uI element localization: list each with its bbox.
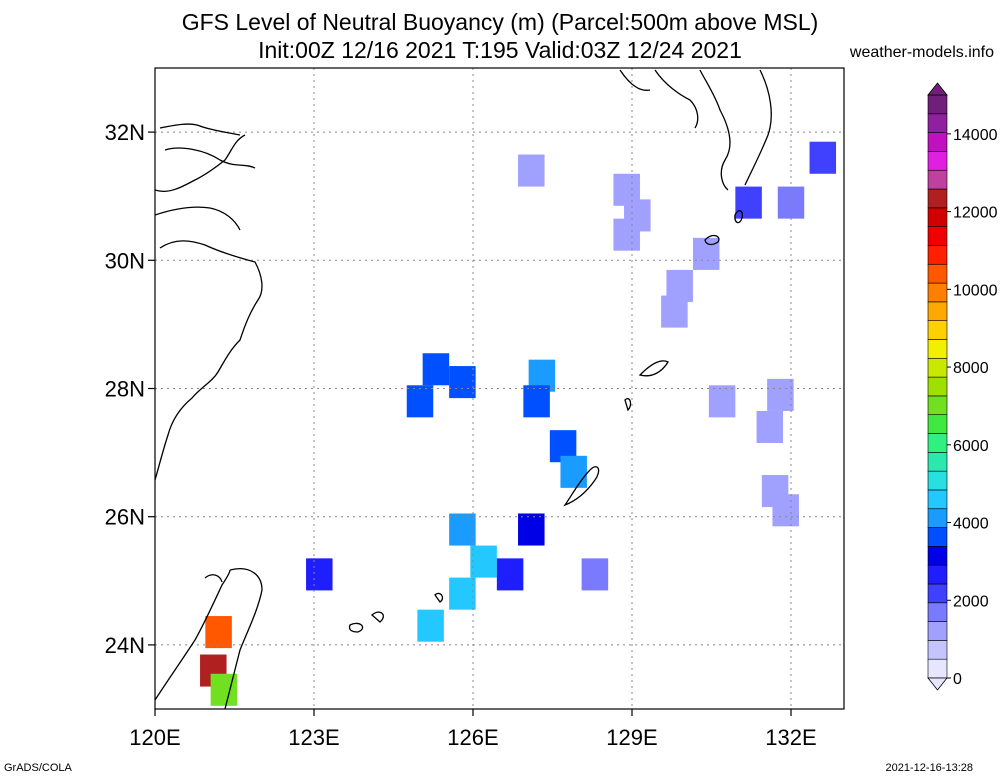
axes: 120E 123E 126E 129E 132E 32N 30N 28N 26N 24N: [105, 120, 817, 750]
lnb-cell: [518, 513, 545, 546]
colorbar-segment: [927, 245, 948, 265]
lnb-cell: [809, 141, 837, 174]
x-tick-label: 120E: [129, 725, 180, 750]
lnb-cell: [708, 385, 736, 418]
colorbar-label: 12000: [953, 205, 998, 222]
colorbar-segment: [927, 151, 948, 171]
y-tick-label: 28N: [105, 377, 145, 402]
lnb-cell: [470, 545, 497, 578]
colorbar-segment: [927, 207, 948, 227]
colorbar-segment: [927, 282, 948, 303]
colorbar-max-arrow: [927, 82, 948, 96]
colorbar-label: 6000: [953, 438, 989, 455]
colorbar-label: 10000: [953, 282, 998, 299]
gridlines: [154, 68, 844, 709]
colorbar-segment: [927, 640, 948, 660]
lnb-cell: [767, 378, 794, 411]
lnb-cell: [661, 295, 688, 328]
colorbar-segment: [927, 658, 948, 679]
colorbar-segment: [927, 395, 948, 416]
x-tick-label: 132E: [765, 725, 816, 750]
x-tick-label: 129E: [606, 725, 657, 750]
colorbar-label: 14000: [953, 127, 998, 144]
colorbar-segment: [927, 320, 948, 340]
x-tick-label: 126E: [447, 725, 498, 750]
colorbar-segment: [927, 452, 948, 472]
colorbar-label: 0: [953, 671, 962, 688]
colorbar: 0 2000 4000 6000 8000 10000 12000 14000: [927, 82, 998, 691]
footer-software: GrADS/COLA: [4, 762, 72, 774]
y-tick-label: 30N: [105, 248, 145, 273]
lnb-cell: [772, 494, 799, 527]
colorbar-segment: [927, 376, 948, 397]
colorbar-segment: [927, 339, 948, 359]
colorbar-min-arrow: [927, 677, 948, 691]
site-label: weather-models.info: [849, 44, 994, 61]
colorbar-segment: [927, 132, 948, 152]
colorbar-segment: [927, 470, 948, 491]
colorbar-segment: [927, 602, 948, 622]
lnb-cell: [417, 609, 444, 642]
lnb-cell: [613, 218, 640, 251]
lnb-cell: [205, 616, 232, 649]
colorbar-segment: [927, 621, 948, 641]
y-tick-label: 26N: [105, 505, 145, 530]
colorbar-segment: [927, 263, 948, 284]
lnb-cell: [449, 577, 476, 610]
colorbar-segment: [927, 433, 948, 453]
y-tick-label: 24N: [105, 633, 145, 658]
colorbar-segment: [927, 188, 948, 209]
y-tick-label: 32N: [105, 120, 145, 145]
colorbar-segment: [927, 508, 948, 528]
x-tick-label: 123E: [288, 725, 339, 750]
lnb-cell: [560, 455, 587, 488]
colorbar-segment: [927, 301, 948, 321]
lnb-cell: [306, 558, 333, 591]
lnb-cell: [449, 366, 476, 399]
lnb-cell: [735, 186, 762, 219]
colorbar-label: 4000: [953, 516, 989, 533]
colorbar-segment: [927, 489, 948, 510]
colorbar-segment: [927, 94, 948, 115]
lnb-cell: [422, 353, 450, 386]
lnb-cell: [406, 385, 434, 418]
lnb-field: [200, 141, 837, 706]
chart-title: GFS Level of Neutral Buoyancy (m) (Parce…: [181, 9, 819, 35]
lnb-cell: [496, 558, 524, 591]
colorbar-segment: [927, 169, 948, 190]
colorbar-segment: [927, 414, 948, 434]
colorbar-segment: [927, 527, 948, 547]
colorbar-segment: [927, 583, 948, 604]
colorbar-segment: [927, 564, 948, 585]
colorbar-segment: [927, 546, 948, 566]
lnb-cell: [449, 513, 476, 546]
colorbar-label: 8000: [953, 360, 989, 377]
coastlines: [155, 69, 772, 709]
chart-subtitle: Init:00Z 12/16 2021 T:195 Valid:03Z 12/2…: [258, 37, 742, 63]
colorbar-segment: [927, 113, 948, 133]
lnb-cell: [581, 558, 609, 591]
colorbar-label: 2000: [953, 593, 989, 610]
colorbar-segment: [927, 226, 948, 246]
colorbar-segment: [927, 357, 948, 378]
lnb-cell: [523, 385, 550, 418]
lnb-cell: [518, 154, 545, 187]
footer-timestamp: 2021-12-16-13:28: [885, 762, 973, 774]
lnb-cell: [756, 410, 784, 443]
